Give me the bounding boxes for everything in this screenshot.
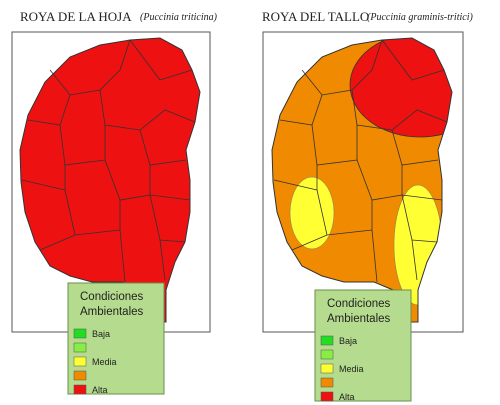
legend-label: Baja — [92, 329, 110, 339]
labels: ROYA DE LA HOJA (Puccinia triticina) ROY… — [20, 9, 473, 24]
legend-title: Ambientales — [327, 313, 391, 325]
legend-swatch — [73, 384, 87, 395]
legend-swatch — [73, 356, 87, 367]
legend-swatch — [320, 377, 334, 388]
legend-swatch — [320, 363, 334, 374]
map-subtitle: (Puccinia graminis-tritici) — [367, 12, 473, 23]
legend-label: Alta — [339, 392, 355, 402]
legend-swatch — [73, 328, 87, 339]
legend-swatch — [320, 349, 334, 360]
legend-swatch — [320, 391, 334, 402]
legend-title: Condiciones — [327, 298, 391, 310]
legend-label: Media — [92, 357, 117, 367]
legend-swatch — [73, 342, 87, 353]
legend-swatch — [320, 335, 334, 346]
legend-title: Ambientales — [80, 306, 144, 318]
map-right — [271, 37, 453, 323]
legend-label: Alta — [92, 385, 108, 395]
legend-label: Baja — [339, 336, 357, 346]
legend-label: Media — [339, 364, 364, 374]
map-subtitle: (Puccinia triticina) — [140, 12, 218, 23]
map-title: ROYA DE LA HOJA — [20, 9, 132, 24]
map-title: ROYA DEL TALLO — [262, 9, 369, 24]
legend-swatch — [73, 370, 87, 381]
legend-title: Condiciones — [80, 291, 144, 303]
